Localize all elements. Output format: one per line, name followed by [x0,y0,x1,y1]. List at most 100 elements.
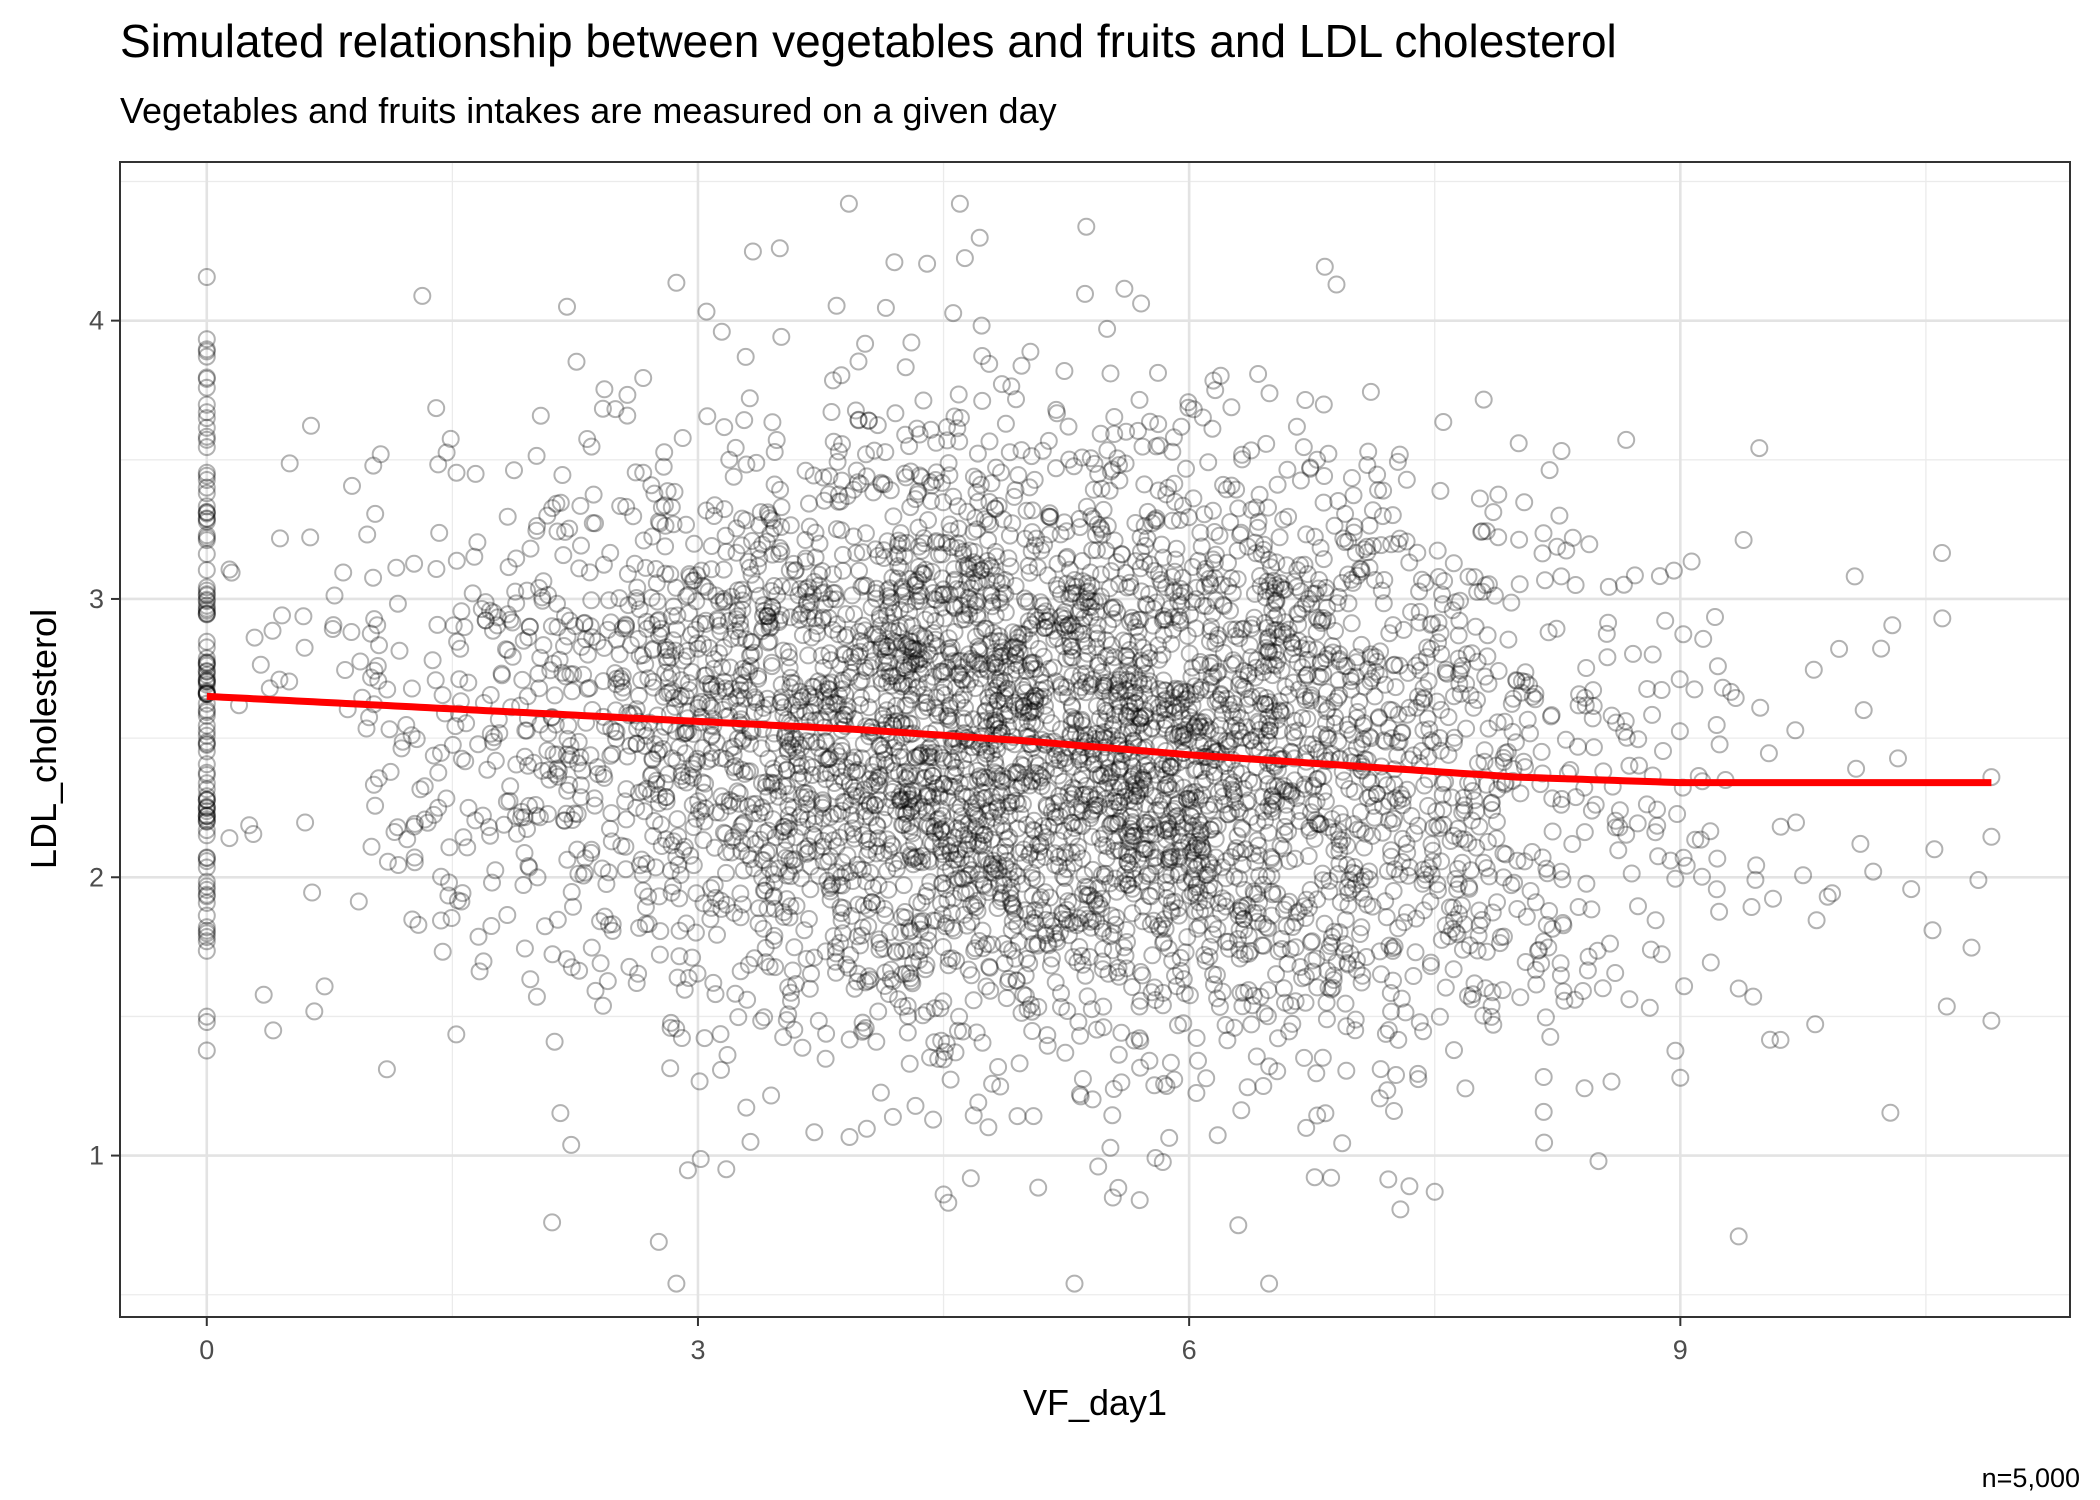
data-point [918,783,937,802]
data-point [1165,703,1184,722]
data-point [614,678,633,697]
data-point [357,719,376,738]
data-point [1806,1015,1825,1034]
data-point [902,639,921,658]
data-point [1135,516,1154,535]
data-point [1380,936,1399,955]
data-point [1436,916,1455,935]
data-point [662,664,681,683]
data-point [914,701,933,720]
data-point [1131,709,1150,728]
data-point [588,758,607,777]
data-point [644,827,663,845]
data-point [1201,576,1220,595]
chart-subtitle: Vegetables and fruits intakes are measur… [120,90,1057,131]
data-point [785,856,804,875]
data-point [1248,831,1267,850]
data-point [1122,770,1141,789]
data-point [1523,687,1542,706]
data-point [819,750,838,768]
data-point [405,848,424,867]
data-point [886,633,905,652]
data-point [1087,897,1106,915]
data-point [985,499,1004,518]
data-point [1173,496,1192,515]
data-point [447,551,466,570]
data-point [617,810,636,829]
data-point [1190,916,1209,935]
data-point [1154,607,1173,626]
data-point [473,806,492,825]
data-point [825,693,844,712]
data-point [958,502,977,521]
data-point [1141,887,1160,906]
data-point [571,776,590,795]
data-point [711,803,730,822]
data-point [1079,725,1098,744]
data-point [426,671,445,690]
data-point [1243,844,1262,863]
data-point [877,653,896,672]
data-point [971,669,990,688]
data-point [884,631,903,650]
data-point [770,539,789,557]
data-point [1346,543,1365,562]
data-point [968,608,987,627]
data-point [1506,733,1525,752]
data-point [1180,644,1199,663]
data-point [1032,541,1051,560]
data-point [1710,735,1729,754]
data-point [1489,485,1508,504]
data-point [1101,874,1119,893]
data-point [850,561,868,580]
data-point [914,797,933,816]
data-point [907,766,926,785]
data-point [1005,487,1024,506]
data-point [786,703,805,722]
data-point [1028,558,1047,577]
data-point [1372,965,1390,984]
data-point [958,559,977,577]
data-point [803,677,822,696]
data-point [1573,982,1592,1000]
data-point [938,709,957,728]
data-point [1003,896,1022,915]
data-point [1232,1101,1251,1120]
data-point [488,608,507,627]
data-point [878,587,897,606]
data-point [962,896,981,914]
data-point [672,767,691,786]
data-point [1029,756,1048,775]
data-point [916,610,935,629]
data-point [926,630,945,649]
data-point [197,368,216,387]
data-point [712,787,731,806]
data-point [1144,911,1163,930]
chart-title: Simulated relationship between vegetable… [120,15,1617,67]
data-point [1291,582,1310,601]
data-point [1138,756,1157,775]
data-point [1315,467,1334,485]
data-point [796,703,815,722]
data-point [1143,694,1162,713]
data-point [656,516,675,535]
data-point [1242,731,1261,749]
data-point [616,860,635,879]
data-point [1260,384,1279,403]
data-point [1145,978,1164,997]
data-point [1033,768,1052,787]
data-point [197,791,216,809]
data-point [303,883,322,902]
data-point [1002,786,1021,805]
data-point [476,611,495,630]
data-point [528,868,547,887]
data-point [949,385,968,404]
data-point [649,610,668,629]
data-point [1309,815,1328,834]
data-point [1108,603,1127,622]
data-point [1178,814,1197,833]
data-point [1022,447,1041,466]
data-point [1125,799,1143,818]
data-point [1048,932,1067,951]
data-point [1069,816,1088,835]
